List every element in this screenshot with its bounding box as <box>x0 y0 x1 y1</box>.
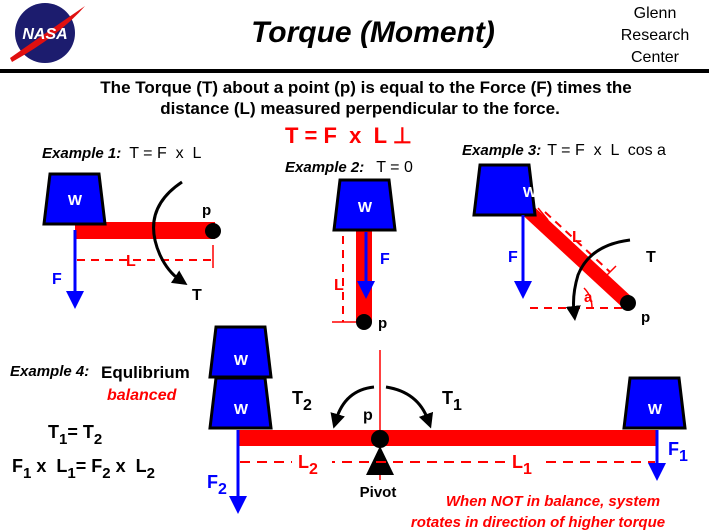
svg-text:L: L <box>572 229 582 246</box>
svg-text:F: F <box>508 249 518 266</box>
svg-text:F1: F1 <box>668 439 688 465</box>
page-title: Torque (Moment) <box>251 16 495 49</box>
svg-text:L: L <box>334 277 344 294</box>
svg-text:Example 2:T = 0: Example 2: T = 0 <box>285 159 413 176</box>
svg-text:L1: L1 <box>512 452 532 478</box>
svg-text:F: F <box>380 251 390 268</box>
logo-text: NASA <box>22 26 67 43</box>
svg-text:T: T <box>646 249 656 266</box>
nasa-logo: NASA <box>10 3 85 63</box>
svg-text:Research: Research <box>621 27 689 44</box>
svg-text:a: a <box>584 289 593 306</box>
svg-text:W: W <box>648 401 663 418</box>
svg-text:Glenn: Glenn <box>634 5 677 22</box>
example-1: Example 1: T = F x L W p L F T <box>42 145 221 309</box>
svg-text:Pivot: Pivot <box>360 484 397 501</box>
svg-text:F1 x L1= F2 x L2: F1 x L1= F2 x L2 <box>12 456 155 482</box>
description: The Torque (T) about a point (p) is equa… <box>100 78 631 118</box>
header-divider <box>0 69 709 73</box>
svg-text:p: p <box>641 309 650 326</box>
imbalance-note-2: rotates in direction of higher torque <box>411 514 665 531</box>
svg-text:T2: T2 <box>292 388 312 414</box>
imbalance-note-1: When NOT in balance, system <box>446 493 660 510</box>
svg-text:T1: T1 <box>442 388 462 414</box>
svg-text:W: W <box>68 192 83 209</box>
example-2: Example 2: T = 0 W F L p <box>285 159 413 332</box>
svg-text:W: W <box>234 401 249 418</box>
svg-text:distance (L) measured perpendi: distance (L) measured perpendicular to t… <box>160 99 560 118</box>
svg-text:F: F <box>52 271 62 288</box>
svg-text:Example 4:: Example 4: <box>10 363 89 380</box>
svg-text:W: W <box>358 199 373 216</box>
svg-text:Equlibrium: Equlibrium <box>101 363 190 382</box>
svg-text:balanced: balanced <box>107 387 178 404</box>
svg-text:p: p <box>363 407 373 424</box>
svg-text:T1= T2: T1= T2 <box>48 422 102 448</box>
svg-text:Center: Center <box>631 49 680 66</box>
svg-text:T: T <box>192 287 202 304</box>
svg-text:W: W <box>523 184 538 201</box>
svg-text:L2: L2 <box>298 452 318 478</box>
formula: T = F x L ⊥ <box>285 123 412 148</box>
svg-text:Example 3:T = F x L cos a: Example 3: T = F x L cos a <box>462 142 666 159</box>
svg-text:p: p <box>202 202 211 219</box>
svg-text:F2: F2 <box>207 472 227 498</box>
org-name: Glenn Research Center <box>621 5 689 66</box>
example-3: Example 3: T = F x L cos a W L F a T p <box>462 142 666 326</box>
svg-text:Example 1:T = F x L: Example 1: T = F x L <box>42 145 201 162</box>
svg-text:W: W <box>234 352 249 369</box>
svg-text:L: L <box>126 253 136 270</box>
svg-text:The Torque (T) about a point (: The Torque (T) about a point (p) is equa… <box>100 78 631 97</box>
svg-text:p: p <box>378 315 387 332</box>
example-4: Example 4: Equlibrium balanced T1= T2 F1… <box>10 325 688 531</box>
